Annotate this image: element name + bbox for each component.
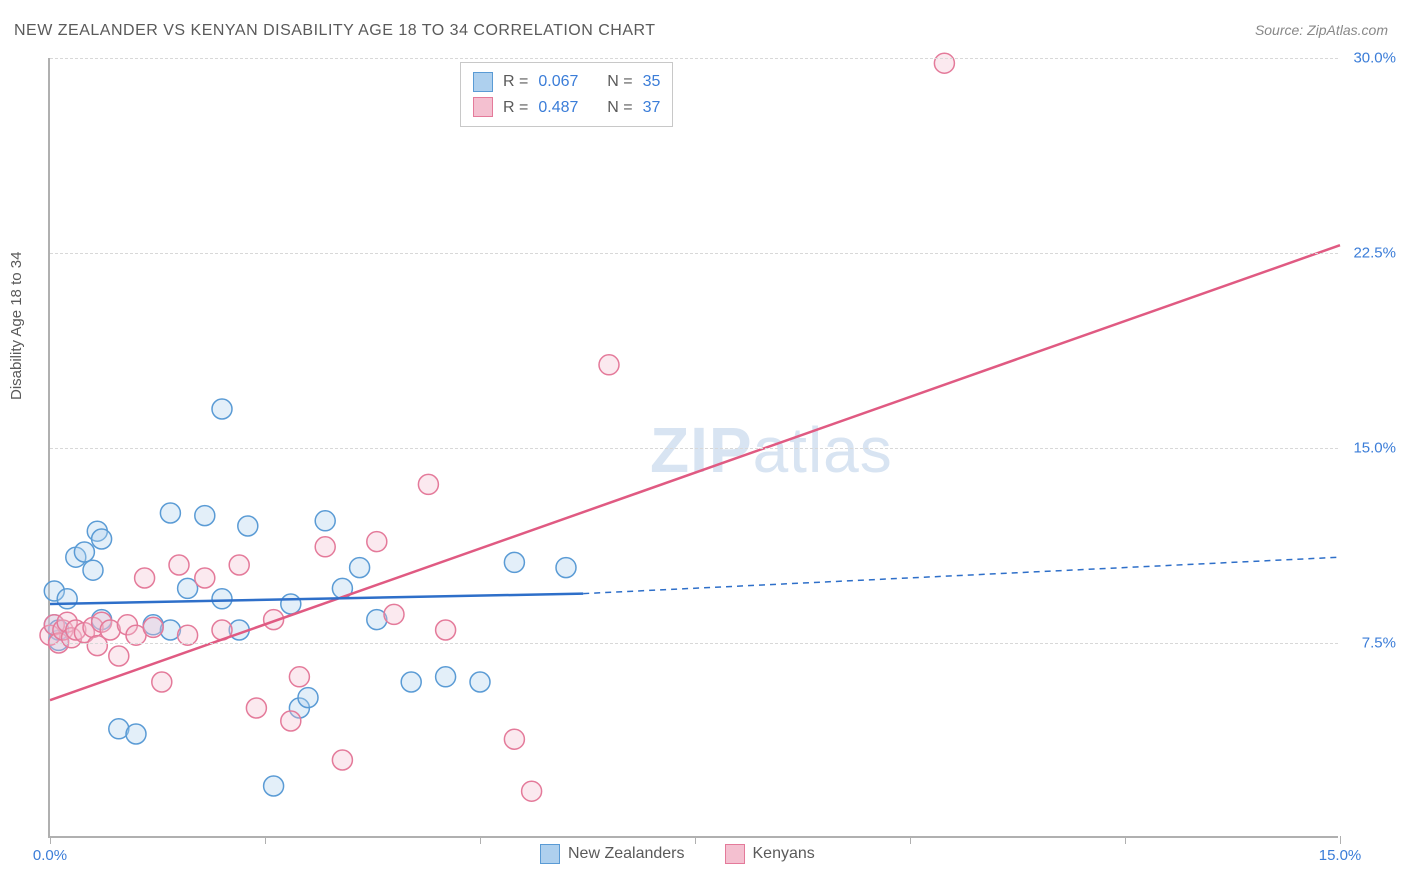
scatter-point [332,750,352,770]
scatter-plot-svg [50,58,1338,836]
swatch-series1 [540,844,560,864]
scatter-point [143,617,163,637]
scatter-point [315,537,335,557]
scatter-point [212,589,232,609]
scatter-point [109,646,129,666]
scatter-point [401,672,421,692]
scatter-point [350,558,370,578]
y-tick-label: 22.5% [1353,245,1396,262]
scatter-point [599,355,619,375]
regression-line-1 [50,594,583,604]
scatter-point [418,474,438,494]
regression-line-1-dashed [583,557,1340,593]
scatter-point [92,529,112,549]
legend-label-1: New Zealanders [568,845,685,863]
scatter-point [135,568,155,588]
scatter-point [264,776,284,796]
scatter-point [246,698,266,718]
scatter-point [238,516,258,536]
x-tick-label: 0.0% [33,847,67,864]
chart-title: NEW ZEALANDER VS KENYAN DISABILITY AGE 1… [14,22,656,40]
r-label: R = [503,69,528,95]
source-attribution: Source: ZipAtlas.com [1255,22,1388,38]
scatter-point [195,568,215,588]
x-tick-label: 15.0% [1319,847,1362,864]
swatch-series1 [473,72,493,92]
scatter-point [152,672,172,692]
correlation-stats-box: R = 0.067 N = 35 R = 0.487 N = 37 [460,62,673,127]
scatter-point [289,667,309,687]
gridline-h [50,253,1338,254]
scatter-point [229,555,249,575]
n-value-1: 35 [643,69,661,95]
scatter-point [315,511,335,531]
legend-item-1: New Zealanders [540,844,685,864]
scatter-point [281,711,301,731]
y-tick-label: 15.0% [1353,440,1396,457]
scatter-point [83,560,103,580]
scatter-point [281,594,301,614]
y-tick-label: 7.5% [1362,635,1396,652]
r-label: R = [503,95,528,121]
scatter-point [934,53,954,73]
r-value-2: 0.487 [538,95,578,121]
stats-row-series1: R = 0.067 N = 35 [473,69,660,95]
r-value-1: 0.067 [538,69,578,95]
x-tick [265,836,266,844]
scatter-point [504,729,524,749]
y-tick-label: 30.0% [1353,50,1396,67]
gridline-h [50,448,1338,449]
n-label: N = [607,69,632,95]
scatter-point [178,578,198,598]
x-tick [1125,836,1126,844]
x-tick [50,836,51,844]
scatter-point [556,558,576,578]
scatter-point [504,552,524,572]
y-axis-label: Disability Age 18 to 34 [8,252,25,400]
x-tick [480,836,481,844]
scatter-point [195,506,215,526]
scatter-point [57,589,77,609]
regression-line-2 [50,245,1340,700]
swatch-series2 [725,844,745,864]
scatter-point [169,555,189,575]
scatter-point [212,399,232,419]
scatter-point [384,604,404,624]
swatch-series2 [473,97,493,117]
scatter-point [126,724,146,744]
n-label: N = [607,95,632,121]
scatter-point [367,532,387,552]
scatter-point [436,620,456,640]
legend: New Zealanders Kenyans [540,844,815,864]
n-value-2: 37 [643,95,661,121]
scatter-point [522,781,542,801]
x-tick [910,836,911,844]
scatter-point [74,542,94,562]
gridline-h [50,58,1338,59]
legend-item-2: Kenyans [725,844,815,864]
stats-row-series2: R = 0.487 N = 37 [473,95,660,121]
scatter-point [436,667,456,687]
legend-label-2: Kenyans [753,845,815,863]
scatter-point [298,688,318,708]
x-tick [695,836,696,844]
scatter-point [160,503,180,523]
x-tick [1340,836,1341,844]
scatter-point [470,672,490,692]
gridline-h [50,643,1338,644]
plot-area: ZIPatlas R = 0.067 N = 35 R = 0.487 N = … [48,58,1338,838]
